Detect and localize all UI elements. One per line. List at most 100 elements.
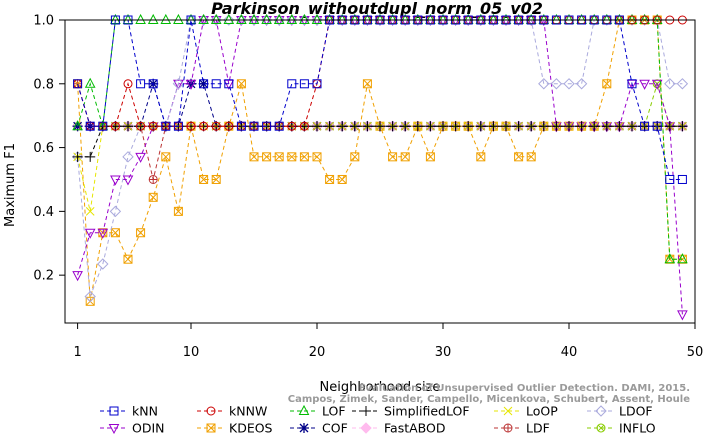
data-point [97,258,109,270]
data-point [412,121,423,132]
data-point [223,14,235,26]
data-point [84,290,96,303]
data-point [450,121,461,132]
legend-marker [206,406,216,416]
data-point [677,174,687,184]
data-point [148,79,158,89]
data-point [248,16,260,27]
legend-item-simplifiedlof: SimplifiedLOF [352,404,470,419]
y-tick-label: 0.2 [33,269,54,284]
data-point [311,13,323,24]
data-point [476,152,486,162]
data-point [311,16,323,27]
data-point [526,121,537,132]
data-point [236,79,246,89]
data-point [640,121,650,131]
data-point [286,14,298,26]
data-point [199,79,209,89]
data-point [526,152,536,162]
legend-marker [503,406,513,416]
data-point [651,79,663,90]
watermark-line-1: Evaluation of Unsupervised Outlier Detec… [359,383,690,394]
plot-frame [64,19,696,324]
legend-label: ODIN [132,421,165,434]
data-point [236,13,247,24]
data-point [639,79,650,90]
data-point [248,13,260,24]
data-point [287,121,297,131]
data-point [337,121,348,132]
legend-item-ldof: LDOF [587,404,653,419]
legend-label: LDF [526,421,550,434]
data-point [665,174,675,184]
data-point [97,228,109,239]
legend-marker [360,422,372,434]
data-point [501,121,511,132]
data-point [236,16,247,27]
data-point [425,152,435,162]
legend-item-kdeos: KDEOS [197,421,273,434]
legend-item-cof: COF [290,421,348,434]
data-point [161,152,171,162]
data-point [72,271,83,282]
data-point [538,121,549,132]
axes: 1 10 20 30 40 50 0.2 0.4 0.6 0.8 1.0 [33,14,703,361]
data-point [224,79,234,89]
data-point [161,121,171,131]
legend-label: LOF [322,404,346,419]
data-point [261,13,272,24]
data-point [311,14,323,26]
legend-label: KDEOS [229,421,273,434]
chart-title: Parkinson_withoutdupl_norm_05_v02 [211,0,543,18]
data-point [299,152,309,162]
data-point [563,78,575,90]
y-axis-label: Maximum F1 [3,143,18,227]
data-point [123,121,133,132]
series-kdeos [73,15,687,306]
data-point [299,13,310,24]
data-point [123,254,133,264]
legend-item-ldf: LDF [494,421,550,434]
data-point [274,152,284,162]
data-point [173,79,184,90]
data-point [148,121,158,131]
series-line-knn [77,19,683,180]
data-point [85,207,95,216]
data-point [664,78,676,90]
y-tick-label: 0.6 [33,141,54,156]
data-point [211,174,221,184]
data-point [173,13,184,24]
data-point [362,121,373,132]
x-tick-label: 20 [309,345,326,360]
data-point [148,174,158,184]
data-point [287,79,297,89]
data-point [135,152,146,163]
legend-marker [503,423,513,433]
legend-marker [108,424,120,434]
data-point [72,151,83,162]
y-tick-label: 1.0 [33,14,54,29]
data-point [387,121,398,132]
data-point [286,16,298,27]
data-point [676,78,689,90]
data-point [210,16,222,27]
data-point [602,79,612,89]
data-point [324,121,335,132]
data-point [262,121,272,131]
data-point [614,121,625,132]
data-point [601,121,612,132]
legend-label: LDOF [619,404,653,419]
legend-marker [298,404,310,415]
data-point [198,13,209,24]
data-point [298,14,311,26]
data-point [299,16,310,27]
data-point [223,13,235,24]
data-point [273,16,285,27]
data-point [400,152,410,162]
data-point [350,152,360,162]
legend-marker [595,405,607,417]
data-point [122,151,134,163]
data-point [576,121,587,132]
data-point [538,78,550,90]
data-point [286,13,298,24]
